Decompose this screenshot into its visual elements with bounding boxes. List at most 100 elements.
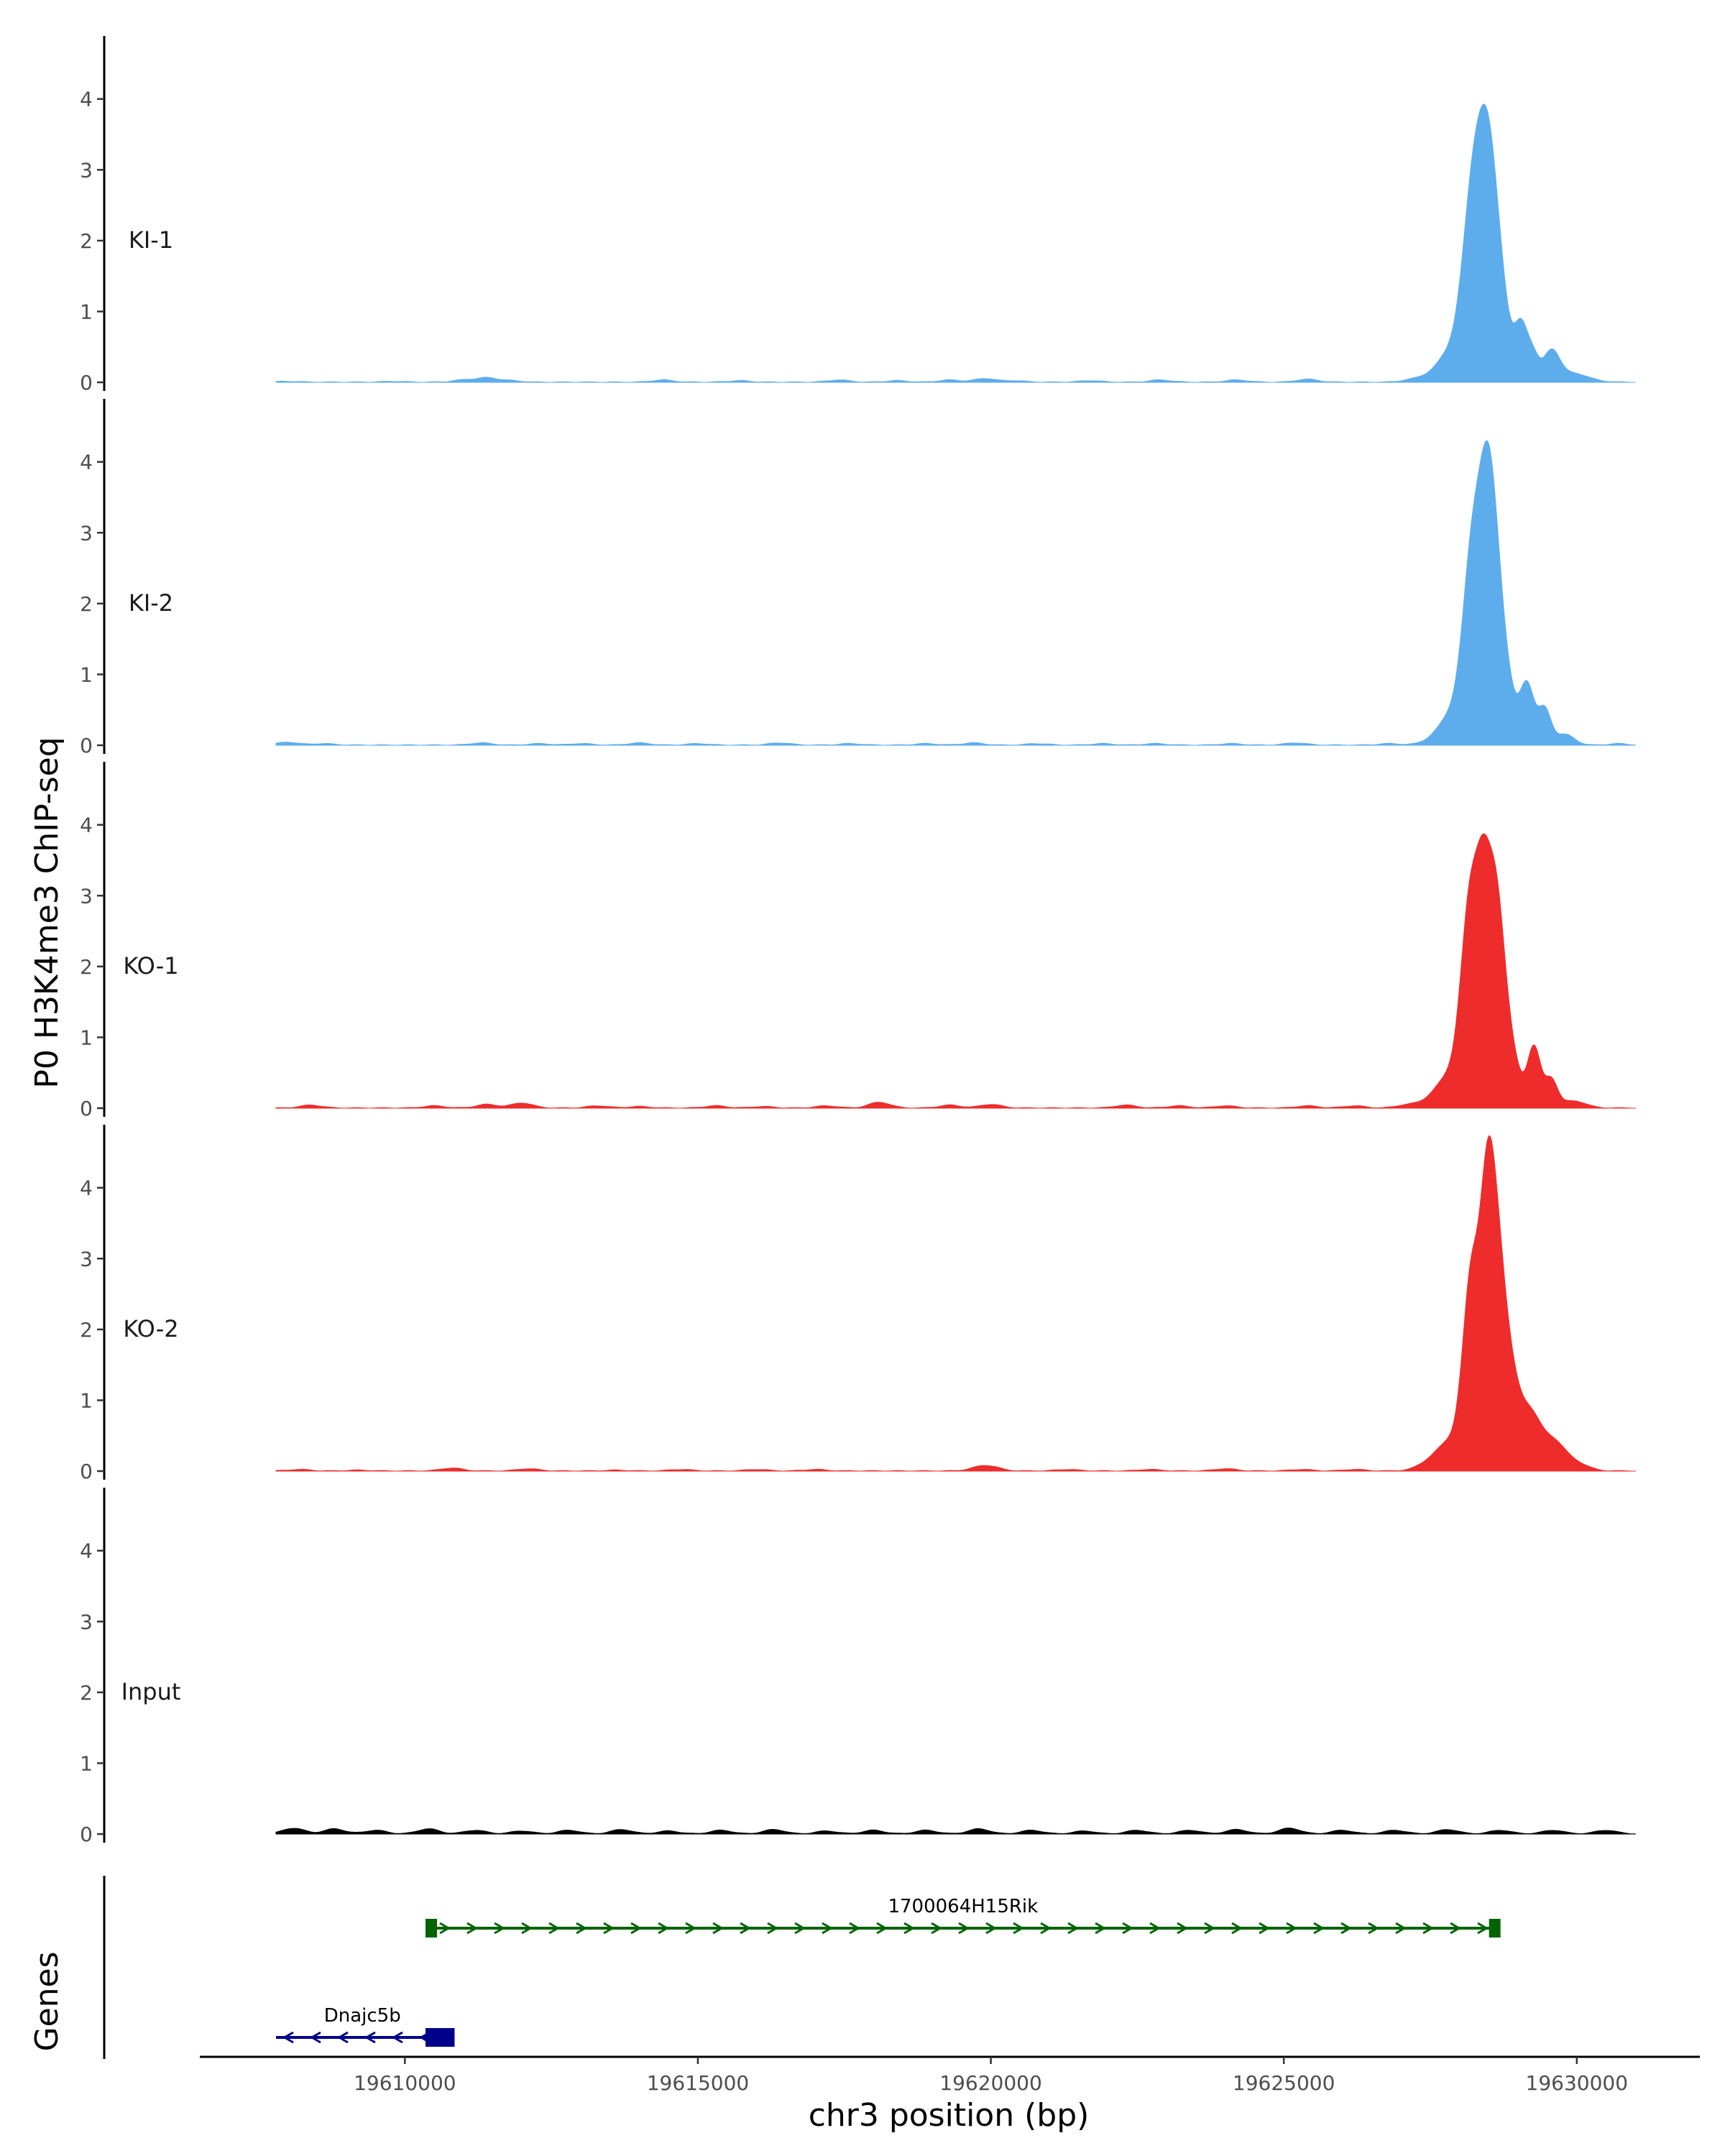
x-tick-label: 19615000 bbox=[647, 2071, 750, 2095]
x-tick-label: 19620000 bbox=[939, 2071, 1042, 2095]
strand-arrow bbox=[740, 1922, 751, 1935]
strand-arrow bbox=[1368, 1922, 1379, 1935]
y-tick-label: 4 bbox=[80, 1176, 93, 1200]
strand-arrow bbox=[630, 1922, 642, 1935]
gene-exon bbox=[426, 1919, 438, 1938]
strand-arrow bbox=[439, 1922, 451, 1935]
y-tick-label: 2 bbox=[80, 229, 93, 253]
strand-arrow bbox=[876, 1922, 888, 1935]
strand-arrow bbox=[603, 1922, 615, 1935]
strand-arrow bbox=[1286, 1922, 1297, 1935]
track-label: KI-2 bbox=[129, 589, 173, 617]
strand-arrow bbox=[392, 2031, 403, 2044]
strand-arrow bbox=[931, 1922, 942, 1935]
y-tick-label: 1 bbox=[80, 1388, 93, 1412]
y-tick-label: 4 bbox=[80, 88, 93, 111]
y-axis-title: P0 H3K4me3 ChIP-seq bbox=[29, 737, 65, 1088]
signal-area bbox=[275, 103, 1636, 383]
y-tick-label: 2 bbox=[80, 1681, 93, 1705]
strand-arrow bbox=[364, 2031, 376, 2044]
strand-arrow bbox=[767, 1922, 778, 1935]
signal-area bbox=[275, 440, 1636, 746]
track-label: KI-1 bbox=[129, 226, 173, 254]
x-tick-label: 19630000 bbox=[1526, 2071, 1629, 2095]
strand-arrow bbox=[1013, 1922, 1024, 1935]
track-ko-2: 0 1 2 3 4 KO-2 bbox=[80, 1125, 1636, 1483]
strand-arrow bbox=[466, 1922, 478, 1935]
genes-panel: 1700064H15Rik Dnajc5b bbox=[103, 1876, 1501, 2059]
y-tick-label: 1 bbox=[80, 1751, 93, 1775]
strand-arrow bbox=[576, 1922, 587, 1935]
track-ko-1: 0 1 2 3 4 KO-1 bbox=[80, 762, 1636, 1120]
strand-arrow bbox=[521, 1922, 533, 1935]
signal-area bbox=[275, 1828, 1636, 1835]
gene-1700064h15rik: 1700064H15Rik bbox=[426, 1896, 1501, 1938]
strand-arrow bbox=[1422, 1922, 1434, 1935]
strand-arrow bbox=[1177, 1922, 1188, 1935]
strand-arrow bbox=[310, 2031, 321, 2044]
strand-arrow bbox=[1204, 1922, 1215, 1935]
signal-area bbox=[275, 1135, 1636, 1472]
y-tick-label: 1 bbox=[80, 1026, 93, 1049]
strand-arrow bbox=[282, 2031, 294, 2044]
y-tick-label: 3 bbox=[80, 1610, 93, 1634]
strand-arrow bbox=[1122, 1922, 1133, 1935]
track-label: KO-1 bbox=[123, 952, 178, 980]
strand-arrow bbox=[1259, 1922, 1270, 1935]
strand-arrow bbox=[1313, 1922, 1325, 1935]
x-axis: 19610000 19615000 19620000 19625000 19630000 bbox=[200, 2055, 1700, 2095]
strand-arrow bbox=[1095, 1922, 1106, 1935]
strand-arrow bbox=[958, 1922, 970, 1935]
strand-arrow bbox=[712, 1922, 724, 1935]
y-tick-label: 4 bbox=[80, 1539, 93, 1563]
y-tick-label: 0 bbox=[80, 1460, 93, 1483]
x-axis-title: chr3 position (bp) bbox=[809, 2097, 1090, 2134]
strand-arrow bbox=[337, 2031, 349, 2044]
strand-arrow bbox=[1040, 1922, 1052, 1935]
strand-arrow bbox=[822, 1922, 833, 1935]
strand-arrow bbox=[794, 1922, 806, 1935]
strand-arrow bbox=[1340, 1922, 1352, 1935]
gene-dnajc5b: Dnajc5b bbox=[275, 2005, 455, 2047]
strand-arrow bbox=[494, 1922, 505, 1935]
y-tick-label: 3 bbox=[80, 158, 93, 182]
track-ki-2: 0 1 2 3 4 KI-2 bbox=[80, 399, 1636, 757]
y-tick-label: 1 bbox=[80, 663, 93, 686]
x-tick-label: 19625000 bbox=[1233, 2071, 1335, 2095]
gene-label: 1700064H15Rik bbox=[888, 1896, 1038, 1917]
y-tick-label: 4 bbox=[80, 451, 93, 474]
strand-arrow bbox=[849, 1922, 860, 1935]
strand-arrow bbox=[1231, 1922, 1243, 1935]
y-tick-label: 0 bbox=[80, 1097, 93, 1120]
y-tick-label: 0 bbox=[80, 371, 93, 395]
y-tick-label: 0 bbox=[80, 1823, 93, 1846]
track-label: Input bbox=[121, 1678, 181, 1705]
strand-arrow bbox=[985, 1922, 997, 1935]
y-tick-label: 3 bbox=[80, 521, 93, 545]
track-input: 0 1 2 3 4 Input bbox=[80, 1488, 1636, 1846]
y-tick-label: 2 bbox=[80, 1318, 93, 1342]
y-tick-label: 1 bbox=[80, 300, 93, 323]
y-tick-label: 4 bbox=[80, 814, 93, 837]
x-tick-label: 19610000 bbox=[354, 2071, 456, 2095]
y-tick-label: 0 bbox=[80, 734, 93, 757]
strand-arrow bbox=[1067, 1922, 1079, 1935]
signal-area bbox=[275, 833, 1636, 1109]
strand-arrow bbox=[1450, 1922, 1461, 1935]
y-tick-label: 2 bbox=[80, 955, 93, 979]
strand-arrow bbox=[548, 1922, 560, 1935]
y-tick-label: 3 bbox=[80, 884, 93, 908]
strand-arrow bbox=[1149, 1922, 1161, 1935]
genes-panel-label: Genes bbox=[29, 1951, 65, 2051]
track-label: KO-2 bbox=[123, 1315, 178, 1342]
strand-arrow bbox=[903, 1922, 915, 1935]
gene-exon bbox=[426, 2028, 455, 2047]
y-tick-label: 2 bbox=[80, 592, 93, 616]
strand-arrow bbox=[685, 1922, 696, 1935]
y-tick-label: 3 bbox=[80, 1247, 93, 1271]
strand-arrow bbox=[1395, 1922, 1407, 1935]
strand-arrow bbox=[1477, 1922, 1489, 1935]
track-ki-1: 0 1 2 3 4 KI-1 bbox=[80, 36, 1636, 395]
strand-arrow bbox=[658, 1922, 669, 1935]
